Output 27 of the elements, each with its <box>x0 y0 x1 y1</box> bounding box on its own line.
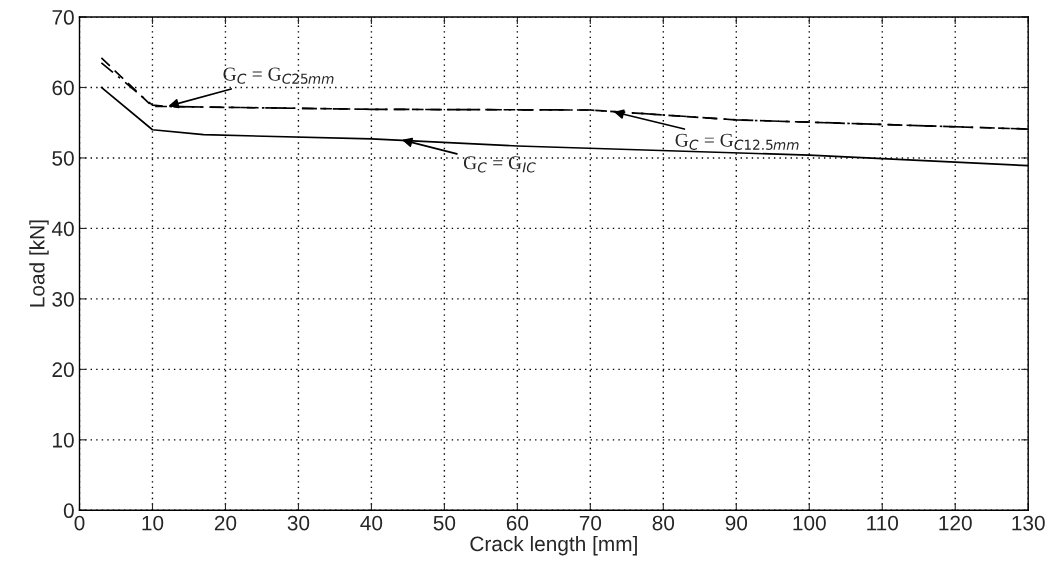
x-axis-title: Crack length [mm] <box>470 535 637 556</box>
y-tick-label: 70 <box>52 10 74 25</box>
y-tick-label: 20 <box>52 362 74 378</box>
y-tick-label: 0 <box>63 503 74 519</box>
y-tick-label: 40 <box>51 221 74 237</box>
x-tick-label: 20 <box>214 515 237 531</box>
x-tick-label: 90 <box>725 515 748 531</box>
x-tick-label: 80 <box>652 515 675 531</box>
annotation: G$_{C}$ = G$_{IC}$ <box>463 156 536 173</box>
y-tick-label: 50 <box>52 150 74 166</box>
x-tick-label: 110 <box>867 515 899 531</box>
y-axis-title: Load [kN] <box>29 220 49 307</box>
x-tick-label: 130 <box>1012 515 1045 531</box>
x-tick-label: 120 <box>939 515 972 531</box>
annotation: G$_{C}$ = G$_{C25mm}$ <box>223 67 334 84</box>
x-tick-label: 70 <box>579 515 602 531</box>
x-tick-label: 30 <box>287 515 310 531</box>
x-tick-label: 100 <box>793 515 826 531</box>
y-tick-label: 30 <box>52 291 74 307</box>
x-tick-label: 50 <box>433 515 456 531</box>
x-tick-label: 40 <box>360 515 383 531</box>
y-tick-label: 10 <box>53 432 74 448</box>
x-tick-label: 60 <box>506 515 529 531</box>
x-tick-label: 10 <box>142 515 164 531</box>
annotation: G$_{C}$ = G$_{C12.5mm}$ <box>675 133 799 150</box>
y-tick-label: 60 <box>52 80 74 96</box>
x-tick-label: 0 <box>74 515 85 531</box>
